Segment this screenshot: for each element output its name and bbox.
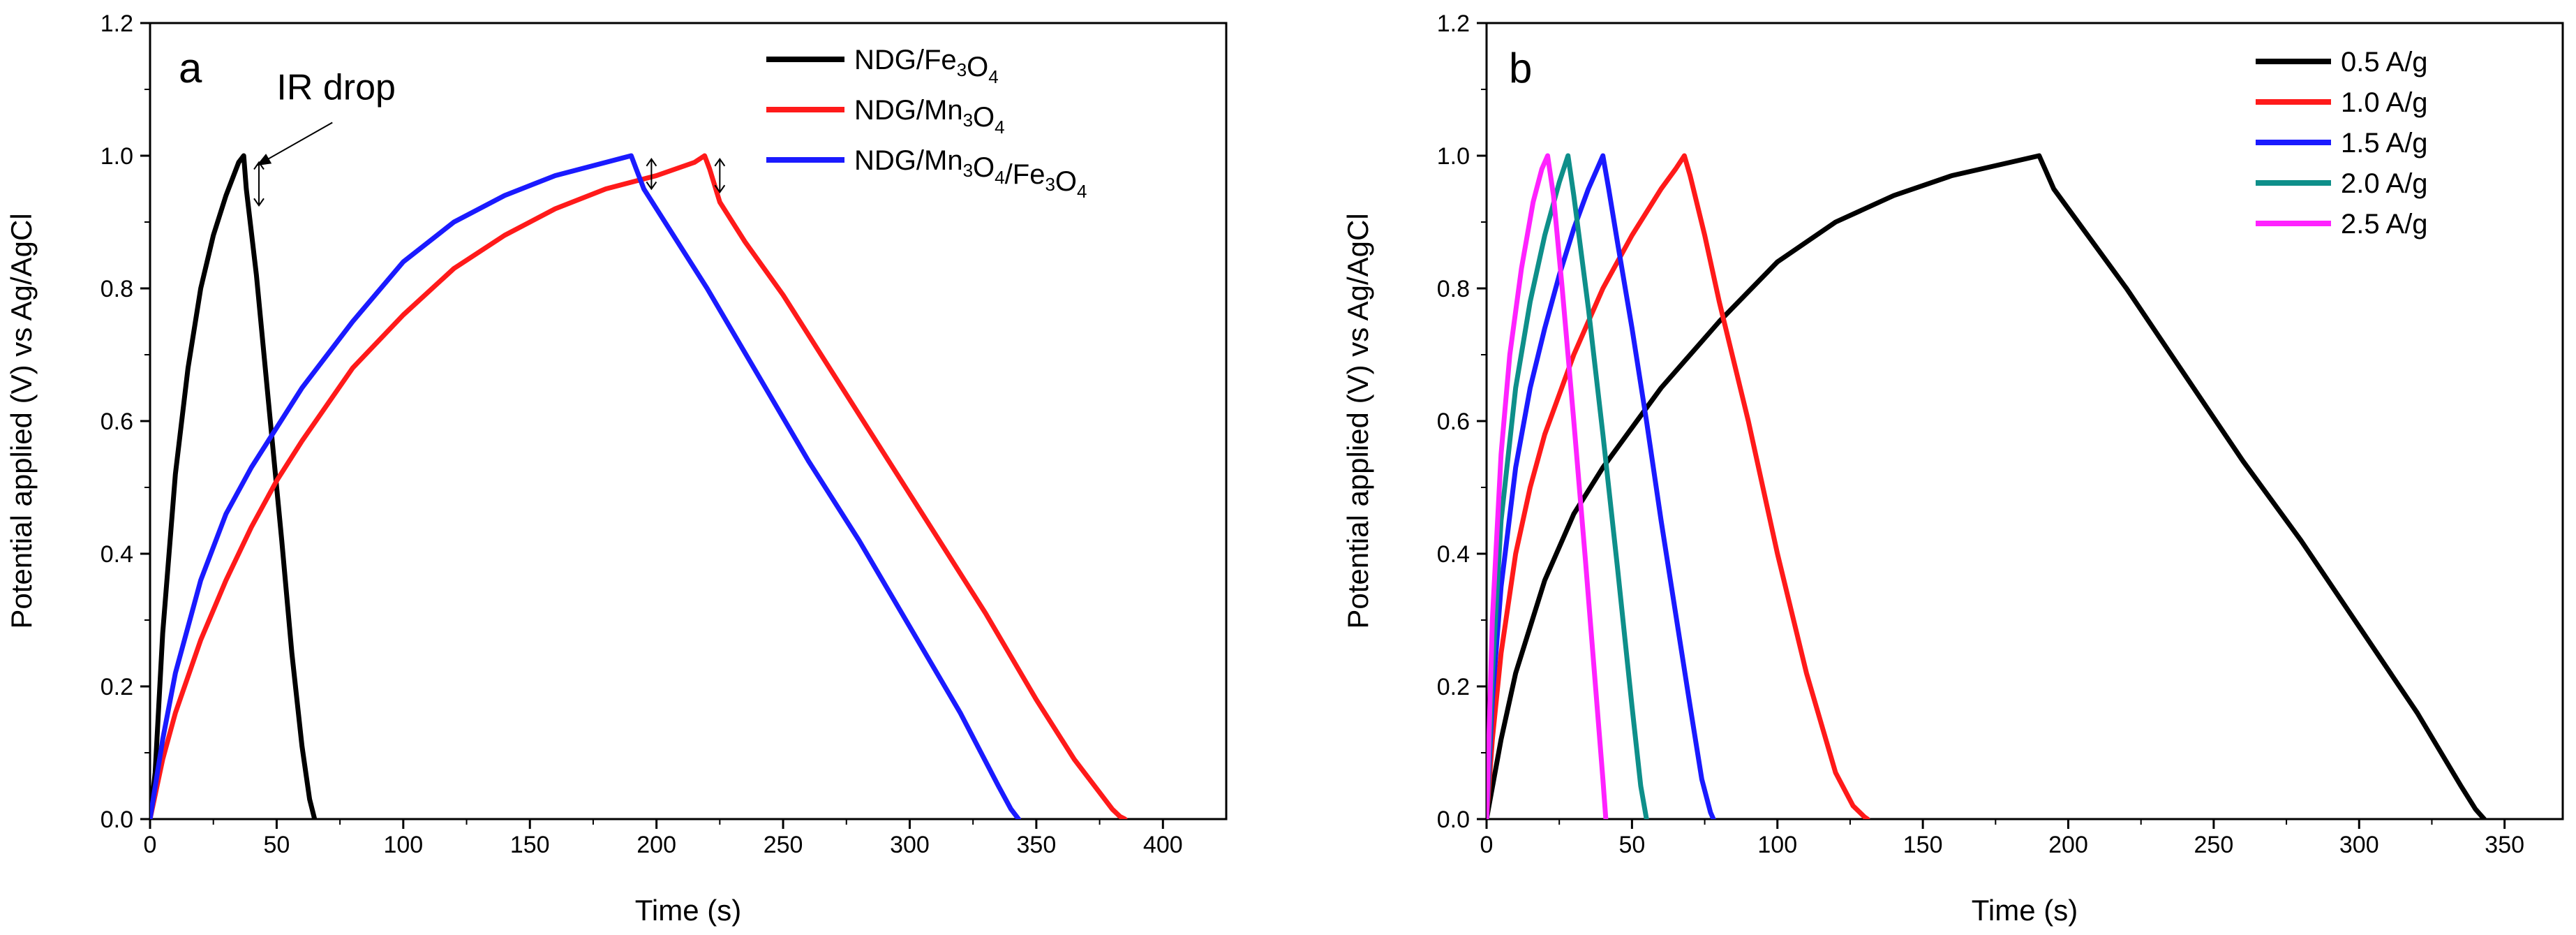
x-tick-label: 150 (1903, 832, 1943, 858)
y-tick-label: 0.4 (1437, 541, 1470, 568)
legend-label: NDG/Fe3O4 (854, 45, 999, 87)
series-line-0 (150, 153, 318, 819)
x-tick-label: 100 (383, 832, 423, 858)
legend-label: NDG/Mn3O4 (854, 95, 1005, 138)
x-axis-title: Time (s) (1972, 894, 2078, 927)
y-tick-label: 0.4 (100, 541, 133, 568)
legend: 0.5 A/g 1.0 A/g 1.5 A/g 2.0 A/g 2.5 A/g (2256, 47, 2428, 240)
x-tick-label: 350 (2485, 832, 2524, 858)
y-tick-label: 1.2 (100, 10, 133, 37)
legend-label: 2.0 A/g (2341, 168, 2428, 199)
x-tick-label: 150 (510, 832, 550, 858)
y-tick-label: 0.6 (100, 408, 133, 435)
y-axis-title: Potential applied (V) vs Ag/AgCl (5, 213, 38, 628)
x-tick-label: 200 (2048, 832, 2088, 858)
panel-label: b (1509, 45, 1532, 91)
legend-label: 1.5 A/g (2341, 128, 2428, 159)
ir-drop-marker-head (646, 158, 657, 167)
x-tick-label: 0 (144, 832, 157, 858)
panel-b-chart: 0 50 100 150 200 250 300 350 0.0 0.2 0.4 0.6 0.8 1.0 1… (1341, 10, 2564, 927)
series-line-2 (1487, 153, 1716, 819)
series-line-4 (1487, 153, 1609, 819)
ir-drop-marker-head (253, 161, 265, 170)
x-tick-label: 0 (1480, 832, 1494, 858)
x-tick-label: 300 (2339, 832, 2379, 858)
series-group (1487, 153, 2487, 819)
legend-label: 2.5 A/g (2341, 209, 2428, 240)
series-line-0 (1487, 153, 2487, 819)
y-tick-label: 0.8 (1437, 276, 1470, 302)
series-group (150, 153, 1128, 819)
y-tick-label: 1.2 (1437, 10, 1470, 37)
legend: NDG/Fe3O4 NDG/Mn3O4 NDG/Mn3O4/Fe3O4 (766, 45, 1087, 202)
legend-label: 0.5 A/g (2341, 47, 2428, 78)
y-tick-label: 0.0 (1437, 807, 1470, 833)
series-line-1 (1487, 153, 1870, 819)
ir-drop-marker-head (253, 198, 265, 207)
y-tick-label: 0.8 (100, 276, 133, 302)
y-tick-label: 0.2 (1437, 674, 1470, 700)
x-axis-title: Time (s) (635, 894, 741, 927)
series-line-2 (150, 153, 1021, 819)
annotation-arrow (255, 122, 333, 167)
ir-drop-marker-head (714, 184, 726, 193)
x-tick-label: 300 (890, 832, 930, 858)
x-tick-label: 200 (636, 832, 676, 858)
x-tick-label: 250 (2194, 832, 2234, 858)
legend-label: 1.0 A/g (2341, 87, 2428, 118)
x-tick-label: 250 (764, 832, 803, 858)
y-axis-title: Potential applied (V) vs Ag/AgCl (1341, 213, 1374, 628)
y-tick-label: 1.0 (1437, 143, 1470, 170)
x-tick-label: 100 (1757, 832, 1797, 858)
y-tick-label: 0.6 (1437, 408, 1470, 435)
y-tick-label: 0.0 (100, 807, 133, 833)
series-line-3 (1487, 153, 1649, 819)
series-line-1 (150, 153, 1128, 819)
ir-drop-marker-head (646, 181, 657, 191)
x-tick-label: 350 (1017, 832, 1057, 858)
plot-frame (149, 22, 1228, 820)
x-tick-label: 50 (263, 832, 290, 858)
ir-drop-marker-head (714, 158, 726, 167)
y-tick-label: 0.2 (100, 674, 133, 700)
y-tick-label: 1.0 (100, 143, 133, 170)
panel-a-chart: 0 50 100 150 200 250 300 350 400 0.0 0.2 0.4 0.6 0.8 1… (5, 10, 1228, 927)
panel-label: a (179, 45, 202, 91)
annotation-text: IR drop (276, 67, 396, 108)
x-tick-label: 400 (1143, 832, 1183, 858)
x-tick-label: 50 (1618, 832, 1645, 858)
legend-label: NDG/Mn3O4/Fe3O4 (854, 145, 1087, 202)
annotation-arrowhead (256, 154, 272, 166)
